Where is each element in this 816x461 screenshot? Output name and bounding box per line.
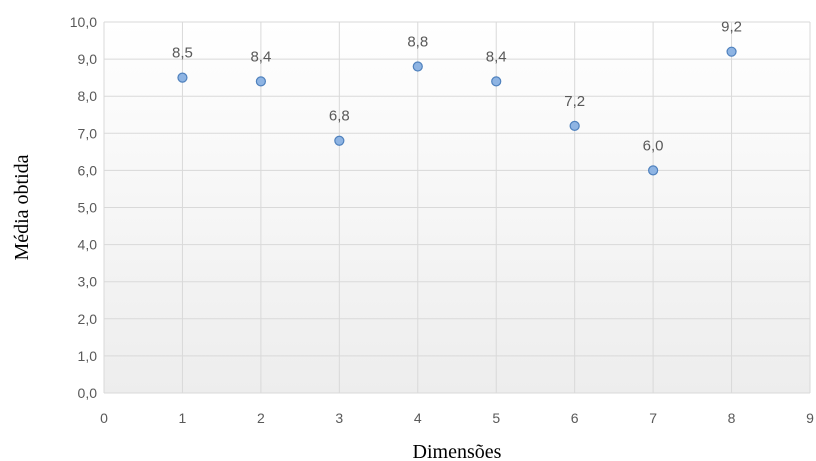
gridlines xyxy=(103,21,811,394)
y-tick-label: 9,0 xyxy=(78,51,98,67)
x-tick-label: 3 xyxy=(335,410,343,426)
y-tick-label: 6,0 xyxy=(78,162,98,178)
data-label: 9,2 xyxy=(721,19,742,36)
data-label: 8,8 xyxy=(407,34,428,51)
data-label: 8,4 xyxy=(486,48,507,65)
tick-labels: 0,0 1,0 2,0 3,0 4,0 5,0 6,0 7,0 8,0 9,0 10,0 0 1 2 3 4 5… xyxy=(70,14,814,426)
data-points xyxy=(177,46,737,176)
x-tick-label: 8 xyxy=(728,410,736,426)
y-tick-label: 4,0 xyxy=(78,237,98,253)
y-tick-label: 10,0 xyxy=(70,14,97,30)
data-point xyxy=(491,76,502,87)
x-tick-label: 9 xyxy=(806,410,814,426)
x-tick-label: 0 xyxy=(100,410,108,426)
data-label: 8,5 xyxy=(172,45,193,62)
x-tick-label: 1 xyxy=(179,410,187,426)
y-tick-label: 0,0 xyxy=(78,385,98,401)
data-label: 6,0 xyxy=(643,137,664,154)
x-tick-label: 4 xyxy=(414,410,422,426)
x-tick-label: 5 xyxy=(492,410,500,426)
x-tick-label: 7 xyxy=(649,410,657,426)
y-tick-label: 3,0 xyxy=(78,274,98,290)
data-point xyxy=(334,135,345,146)
y-tick-label: 7,0 xyxy=(78,125,98,141)
y-tick-label: 2,0 xyxy=(78,311,98,327)
y-tick-label: 5,0 xyxy=(78,200,98,216)
data-label: 8,4 xyxy=(250,48,271,65)
data-label: 6,8 xyxy=(329,108,350,125)
y-tick-label: 8,0 xyxy=(78,88,98,104)
data-point xyxy=(726,46,737,57)
data-point xyxy=(177,72,188,83)
data-point xyxy=(255,76,266,87)
data-point xyxy=(569,120,580,131)
y-axis-title: Média obtida xyxy=(11,154,33,260)
x-axis-title: Dimensões xyxy=(413,441,502,461)
data-labels: 8,5 8,4 6,8 8,8 8,4 7,2 6,0 9,2 xyxy=(172,19,742,155)
data-point xyxy=(412,61,423,72)
x-tick-label: 2 xyxy=(257,410,265,426)
y-tick-label: 1,0 xyxy=(78,348,98,364)
data-point xyxy=(648,165,659,176)
data-label: 7,2 xyxy=(564,93,585,110)
x-tick-label: 6 xyxy=(571,410,579,426)
